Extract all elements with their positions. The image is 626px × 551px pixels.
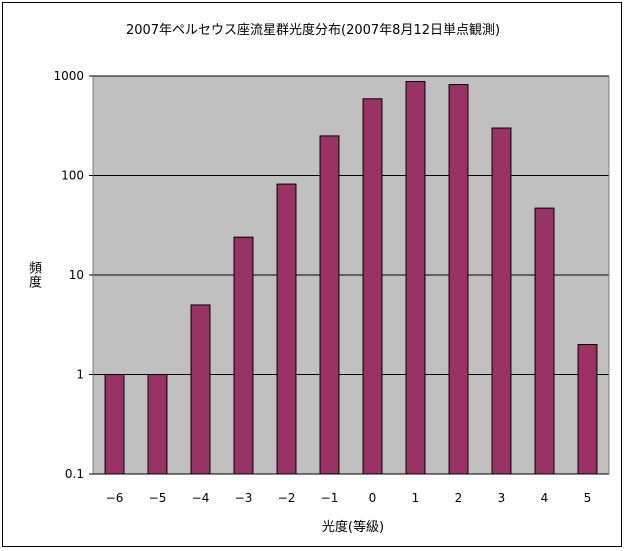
y-tick-label: 1000 <box>53 69 84 83</box>
y-tick-label: 10 <box>69 268 84 282</box>
x-tick-label: −6 <box>106 491 124 505</box>
y-tick-label: 100 <box>61 169 84 183</box>
bar <box>405 81 426 475</box>
bar <box>448 84 469 475</box>
x-tick-label: −5 <box>149 491 167 505</box>
chart-frame: 2007年ペルセウス座流星群光度分布(2007年8月12日単点観測) 0.1 1 1… <box>2 2 622 547</box>
chart-title: 2007年ペルセウス座流星群光度分布(2007年8月12日単点観測) <box>125 23 501 38</box>
y-tick-label: 0.1 <box>65 467 84 481</box>
x-tick-label: −2 <box>278 491 296 505</box>
x-tick-label: −4 <box>192 491 210 505</box>
bar <box>190 304 211 475</box>
y-tick-labels: 0.1 1 10 100 1000 <box>53 69 84 481</box>
gridlines <box>93 75 609 375</box>
bar <box>104 374 125 475</box>
bars <box>104 81 598 475</box>
axes <box>89 75 610 475</box>
x-tick-label: −1 <box>321 491 339 505</box>
x-tick-labels: −6 −5 −4 −3 −2 −1 0 1 2 3 4 5 <box>106 491 592 505</box>
bar <box>276 183 297 475</box>
x-tick-label: 3 <box>498 491 506 505</box>
bar <box>147 374 168 475</box>
bar <box>319 135 340 475</box>
bar <box>233 236 254 475</box>
x-tick-label: 0 <box>369 491 377 505</box>
bar <box>491 127 512 475</box>
x-tick-label: −3 <box>235 491 253 505</box>
y-axis-label: 頻度 <box>26 261 41 289</box>
x-tick-label: 1 <box>412 491 420 505</box>
bar <box>534 207 555 475</box>
bar <box>362 98 383 475</box>
plot-area: 0.1 1 10 100 1000 −6 −5 −4 −3 −2 −1 0 1 2 3 4 5 <box>53 69 610 505</box>
x-tick-label: 4 <box>541 491 549 505</box>
bar <box>577 344 598 475</box>
x-tick-label: 5 <box>584 491 592 505</box>
y-tick-label: 1 <box>76 368 84 382</box>
x-tick-label: 2 <box>455 491 463 505</box>
x-axis-label: 光度(等級) <box>321 520 385 535</box>
